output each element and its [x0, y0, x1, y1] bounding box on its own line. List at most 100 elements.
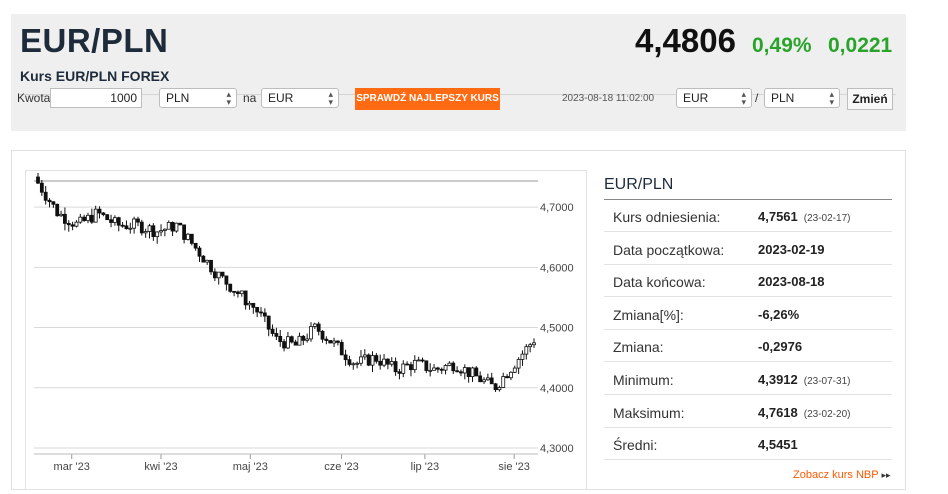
best-rate-button[interactable]: SPRAWDŹ NAJLEPSZY KURS: [355, 88, 500, 110]
candle-body: [243, 290, 248, 306]
stats-value: 2023-02-19: [758, 242, 825, 257]
pair-separator: /: [755, 91, 759, 105]
candle-body: [274, 333, 279, 337]
candle-body: [336, 340, 340, 343]
stats-label: Średni:: [613, 437, 658, 454]
base-currency-select[interactable]: EUR ▴ ▾: [676, 88, 752, 108]
candle-body: [435, 367, 440, 370]
stats-row: Zmiana[%]: -6,26%: [604, 298, 892, 330]
candle-body: [186, 233, 190, 240]
candle-body: [443, 365, 448, 371]
candle-body: [178, 222, 183, 226]
y-tick-label: 4,3000: [540, 443, 574, 455]
select-arrows-icon: ▴ ▾: [328, 89, 333, 107]
stats-row: Kurs odniesienia: 4,7561 (23-02-17): [604, 200, 892, 232]
candle-body: [332, 340, 336, 344]
candle-body: [128, 227, 133, 230]
candle-body: [316, 323, 321, 332]
candle-body: [224, 275, 229, 285]
chart-svg: 4,7000 4,6000 4,5000 4,4000 4,3000 mar '23 kwi…: [34, 172, 574, 473]
nbp-link-text: Zobacz kurs NBP: [793, 469, 879, 481]
stats-label: Data końcowa:: [613, 274, 706, 291]
stats-value-text: 4,7618: [758, 404, 798, 420]
candle-body: [89, 214, 94, 223]
candle-body: [451, 362, 456, 372]
stats-value: -0,2976: [758, 339, 802, 354]
candle-body: [189, 233, 194, 244]
candle-body: [293, 341, 298, 346]
stats-row: Zmiana: -0,2976: [604, 330, 892, 363]
na-label: na: [243, 91, 257, 105]
x-tick-label: maj '23: [233, 461, 268, 473]
candle-body: [524, 346, 529, 355]
stats-value: 4,7618 (23-02-20): [758, 405, 850, 420]
to-currency-select[interactable]: EUR ▴ ▾: [261, 88, 339, 108]
quote-currency-select[interactable]: PLN ▴ ▾: [764, 88, 840, 108]
candle-body: [201, 255, 206, 263]
candle-body: [216, 271, 221, 279]
candle-body: [412, 359, 417, 371]
change-percent: 0,49%: [752, 34, 812, 57]
candle-body: [439, 368, 444, 371]
candle-body: [416, 359, 421, 362]
candle-body: [343, 354, 348, 361]
candle-body: [51, 201, 56, 205]
candle-body: [236, 291, 240, 295]
candle-body: [401, 363, 406, 374]
candle-body: [505, 376, 509, 379]
candle-body: [47, 199, 52, 203]
candle-body: [170, 222, 175, 232]
candle-body: [159, 230, 163, 233]
stats-label: Data początkowa:: [613, 241, 725, 258]
stats-label: Maksimum:: [613, 404, 685, 421]
to-currency-value: EUR: [268, 91, 294, 105]
candle-body: [43, 191, 48, 201]
candle-body: [509, 371, 513, 379]
stats-label: Zmiana:: [613, 339, 664, 356]
stats-date: (23-02-20): [803, 408, 851, 420]
candle-body: [247, 302, 252, 306]
candle-body: [362, 354, 367, 358]
from-currency-select[interactable]: PLN ▴ ▾: [159, 88, 237, 108]
pair-subtitle: Kurs EUR/PLN FOREX: [20, 68, 170, 84]
stats-row: Minimum: 4,3912 (23-07-31): [604, 363, 892, 395]
price-chart[interactable]: 4,7000 4,6000 4,5000 4,4000 4,3000 mar '23 kwi…: [25, 170, 587, 490]
change-absolute: 0,0221: [828, 34, 893, 57]
candle-body: [124, 225, 129, 230]
nbp-rate-link[interactable]: Zobacz kurs NBP ▸▸: [793, 469, 891, 481]
stats-value: 4,3912 (23-07-31): [758, 372, 850, 387]
candle-body: [155, 231, 160, 238]
candle-body: [266, 315, 271, 330]
candle-body: [385, 358, 390, 365]
stats-value-text: 2023-02-19: [758, 241, 825, 257]
quote-currency-value: PLN: [771, 91, 795, 105]
candle-body: [66, 222, 71, 226]
candle-body: [139, 221, 144, 234]
candle-body: [462, 367, 467, 374]
amount-input[interactable]: [50, 88, 142, 108]
candle-body: [478, 375, 483, 383]
candle-body: [512, 367, 517, 373]
candle-body: [132, 218, 137, 229]
candle-body: [174, 222, 179, 232]
double-arrow-icon: ▸▸: [881, 470, 891, 480]
stats-date: (23-07-31): [803, 376, 851, 387]
candle-body: [151, 225, 156, 238]
candle-body: [259, 311, 263, 314]
candle-body: [428, 369, 433, 372]
select-arrows-icon: ▴ ▾: [741, 89, 746, 107]
candle-body: [286, 336, 290, 349]
candle-body: [447, 362, 452, 366]
change-pair-button[interactable]: Zmień: [847, 88, 893, 110]
candle-body: [370, 355, 375, 366]
candle-body: [147, 225, 152, 232]
candle-body: [397, 371, 402, 374]
candle-body: [374, 355, 379, 362]
candle-body: [93, 208, 98, 223]
select-arrows-icon: ▴ ▾: [226, 89, 231, 107]
candle-body: [339, 342, 344, 356]
candle-body: [489, 377, 494, 385]
candle-body: [474, 367, 479, 377]
candle-body: [382, 358, 386, 366]
stats-value-text: 2023-08-18: [758, 274, 825, 290]
